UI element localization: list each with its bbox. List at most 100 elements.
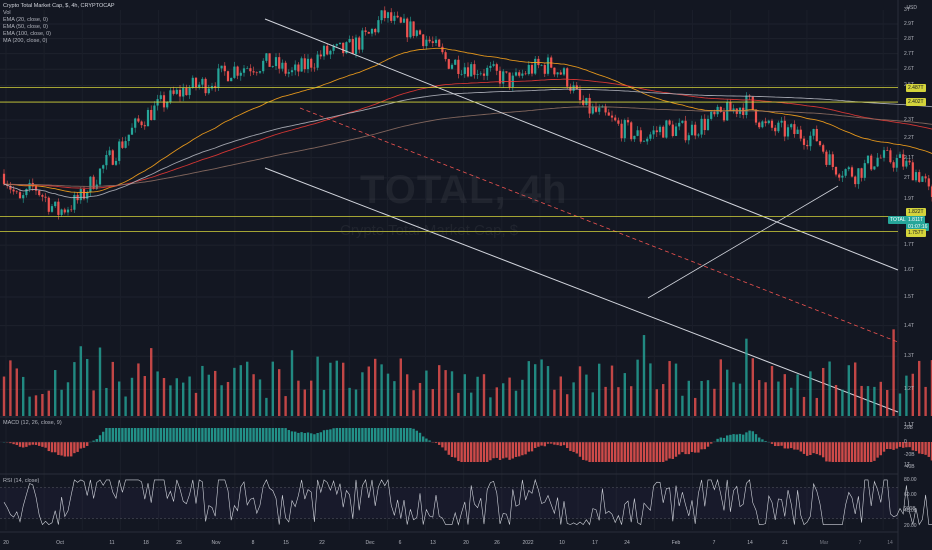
- price-tick-label: 2.3T: [904, 117, 915, 123]
- candle-body: [258, 71, 262, 73]
- macd-bar: [76, 442, 79, 452]
- candle-body: [226, 71, 230, 82]
- price-tick-label: 2.7T: [904, 50, 915, 57]
- macd-bar: [588, 442, 591, 462]
- candle-body: [815, 128, 818, 142]
- macd-bar: [406, 428, 409, 442]
- candle-body: [639, 130, 642, 142]
- candle-body: [306, 58, 310, 70]
- volume-bars: [2, 329, 932, 416]
- macd-bar: [566, 442, 569, 449]
- candle-body: [44, 196, 47, 198]
- volume-bar: [22, 376, 25, 416]
- candle-body: [508, 72, 511, 87]
- candle-body: [377, 20, 380, 33]
- volume-bar: [284, 396, 287, 416]
- candle-body: [911, 162, 914, 181]
- candle-body: [927, 178, 930, 187]
- macd-bar: [649, 442, 652, 462]
- volume-bar: [86, 358, 89, 416]
- candle-body: [863, 163, 866, 178]
- candle-body: [921, 176, 924, 182]
- volume-bar: [674, 363, 678, 416]
- macd-bar: [530, 442, 534, 452]
- volume-bar: [706, 380, 710, 416]
- time-tick-label: 20: [463, 540, 469, 546]
- candle-body: [290, 70, 294, 73]
- candle-body: [767, 120, 770, 124]
- candle-body: [854, 176, 857, 185]
- volume-bar: [98, 347, 102, 416]
- candle-body: [239, 72, 242, 76]
- macd-bar: [130, 428, 134, 442]
- macd-bar: [770, 442, 774, 444]
- currency-label: USD: [906, 5, 917, 11]
- macd-bar: [182, 428, 185, 442]
- candle-body: [9, 185, 12, 190]
- volume-bar: [290, 350, 294, 416]
- macd-bar: [924, 442, 927, 455]
- macd-bar: [252, 428, 255, 442]
- macd-bar: [470, 442, 473, 462]
- macd-bar: [764, 441, 767, 442]
- macd-bar: [121, 428, 124, 442]
- candle-body: [383, 10, 386, 19]
- time-tick-label: 18: [143, 540, 149, 546]
- volume-bar: [918, 360, 921, 416]
- candle-body: [214, 86, 217, 88]
- volume-bar: [694, 397, 697, 416]
- candle-body: [687, 135, 690, 141]
- candle-body: [479, 73, 482, 75]
- volume-bar: [681, 395, 684, 416]
- candle-body: [153, 105, 156, 121]
- macd-bar: [306, 432, 310, 442]
- chart-legend: Crypto Total Market Cap, $, 4h, CRYPTOCA…: [3, 3, 115, 45]
- candle-body: [326, 45, 329, 55]
- candle-body: [502, 71, 505, 84]
- candle-body: [342, 42, 345, 54]
- macd-bar: [143, 428, 146, 442]
- macd-bar: [719, 437, 722, 442]
- volume-bar: [540, 359, 543, 416]
- volume-bar: [508, 377, 511, 416]
- volume-bar: [879, 381, 882, 416]
- candle-body: [722, 111, 726, 121]
- candle-body: [482, 73, 486, 76]
- volume-bar: [911, 373, 914, 416]
- candle-body: [841, 175, 844, 178]
- macd-bar: [594, 442, 598, 462]
- volume-bar: [598, 363, 601, 416]
- candle-body: [732, 108, 735, 112]
- macd-bar: [287, 430, 290, 442]
- macd-bar: [511, 442, 514, 459]
- macd-histogram: [2, 428, 932, 462]
- candle-body: [642, 141, 646, 143]
- candle-body: [300, 58, 303, 72]
- candle-body: [274, 57, 278, 67]
- volume-bar: [822, 367, 825, 416]
- volume-bar: [348, 387, 351, 416]
- macd-bar: [111, 428, 114, 442]
- candle-body: [175, 89, 178, 94]
- macd-bar: [639, 442, 642, 462]
- macd-bar: [806, 442, 809, 456]
- candle-body: [690, 124, 694, 136]
- macd-bar: [70, 442, 73, 457]
- candle-body: [626, 120, 630, 123]
- volume-bar: [322, 389, 326, 416]
- candle-body: [598, 107, 601, 112]
- candle-body: [319, 54, 322, 57]
- macd-bar: [495, 442, 498, 458]
- candle-body: [82, 188, 86, 199]
- candle-body: [60, 209, 63, 215]
- macd-bar: [655, 442, 658, 462]
- candle-body: [796, 129, 799, 135]
- macd-bar: [674, 442, 678, 457]
- candle-body: [412, 21, 415, 36]
- macd-bar: [460, 442, 463, 462]
- candle-body: [201, 78, 204, 85]
- candle-body: [12, 189, 15, 192]
- volume-bar: [847, 365, 850, 416]
- volume-bar: [271, 361, 274, 416]
